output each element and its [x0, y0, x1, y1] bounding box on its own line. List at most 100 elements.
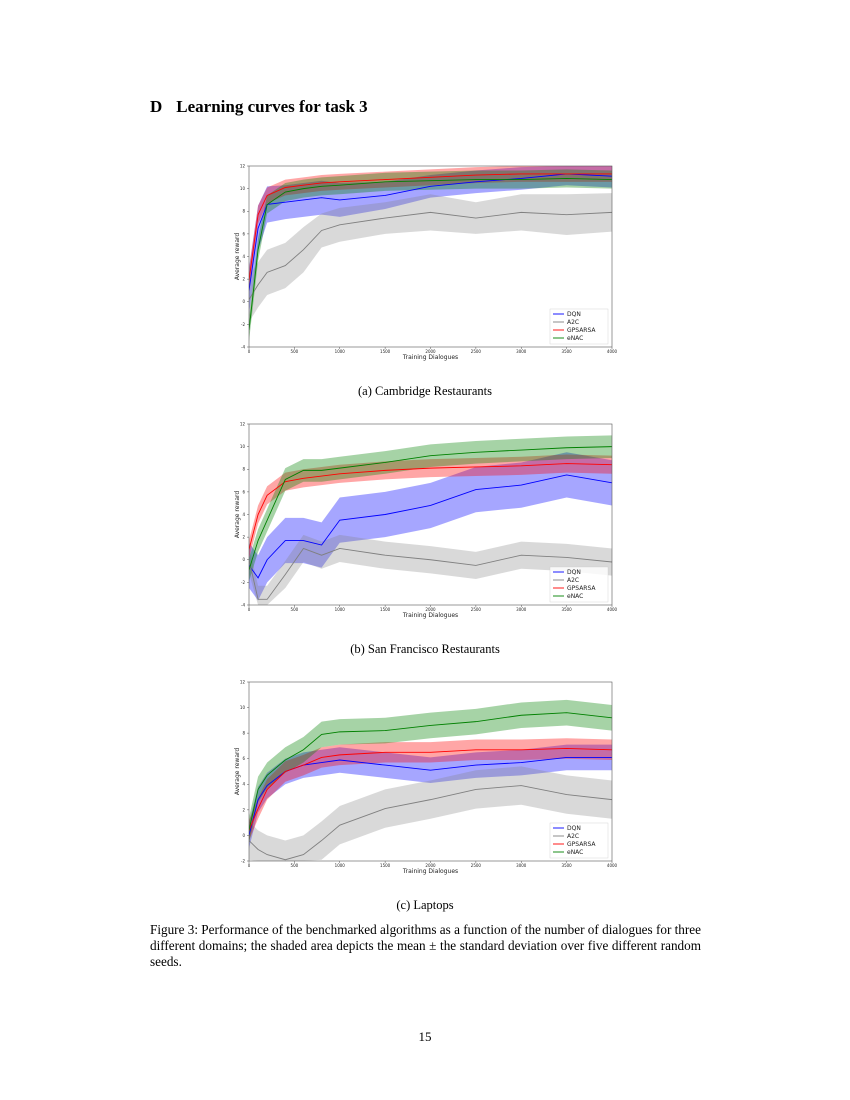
x-axis-label: Training Dialogues: [402, 354, 458, 361]
section-heading: D Learning curves for task 3: [150, 97, 382, 117]
y-axis-label: Average reward: [234, 233, 241, 281]
y-tick-label: -2: [241, 322, 245, 327]
std-band: [249, 452, 612, 601]
x-tick-label: 3500: [562, 863, 573, 868]
series-line: [249, 177, 612, 331]
x-tick-label: 2500: [471, 863, 482, 868]
y-tick-label: 2: [242, 535, 245, 540]
chart: -4 -2 0 2 4 6 8 10 12 0 500 1000 1500 2000 2500 3000 350…: [234, 421, 618, 656]
y-tick-label: 6: [242, 231, 245, 236]
x-tick-label: 1500: [380, 607, 391, 612]
y-axis-label: Average reward: [234, 491, 241, 539]
plot-area: [249, 699, 612, 861]
y-tick-label: 12: [240, 421, 246, 426]
y-tick-label: 6: [242, 489, 245, 494]
x-tick-label: 2000: [425, 863, 436, 868]
std-band: [249, 454, 612, 559]
series-line: [249, 446, 612, 571]
x-tick-label: 4000: [607, 863, 618, 868]
legend-label: A2C: [567, 833, 579, 840]
x-tick-label: 0: [248, 349, 251, 354]
y-tick-label: 10: [240, 186, 246, 191]
x-tick-label: 500: [291, 863, 299, 868]
y-tick-label: 10: [240, 444, 246, 449]
section-title: Learning curves for task 3: [176, 97, 368, 116]
legend-label: eNAC: [567, 593, 583, 600]
legend-label: GPSARSA: [567, 327, 596, 334]
y-axis-label: Average reward: [234, 748, 241, 796]
subfigure-caption: (a) Cambridge Restaurants: [358, 384, 492, 398]
x-tick-label: 500: [291, 349, 299, 354]
legend-label: A2C: [567, 319, 579, 326]
x-tick-label: 1000: [335, 607, 346, 612]
y-tick-label: 12: [240, 163, 246, 168]
series-line: [249, 712, 612, 831]
series-line: [249, 785, 612, 861]
section-number: D: [150, 97, 163, 116]
subfigure-caption: (b) San Francisco Restaurants: [350, 642, 500, 656]
series-line: [249, 474, 612, 579]
y-tick-label: 4: [242, 254, 245, 259]
series-line: [249, 173, 612, 281]
legend-label: GPSARSA: [567, 841, 596, 848]
y-tick-label: 0: [242, 557, 245, 562]
y-tick-label: 12: [240, 679, 246, 684]
y-tick-label: 4: [242, 782, 245, 787]
x-axis-label: Training Dialogues: [402, 868, 458, 875]
std-band: [249, 166, 612, 314]
y-tick-label: -2: [241, 580, 245, 585]
x-tick-label: 3000: [516, 863, 527, 868]
y-tick-label: 8: [242, 209, 245, 214]
std-band: [249, 744, 612, 849]
x-tick-label: 0: [248, 863, 251, 868]
plot-area: [249, 435, 612, 605]
x-tick-label: 3000: [516, 349, 527, 354]
legend-label: eNAC: [567, 849, 583, 856]
x-tick-label: 3000: [516, 607, 527, 612]
figure-caption: Figure 3: Performance of the benchmarked…: [150, 922, 701, 969]
series-line: [249, 211, 612, 300]
x-tick-label: 1000: [335, 863, 346, 868]
x-tick-label: 4000: [607, 607, 618, 612]
legend-label: DQN: [567, 825, 581, 832]
x-tick-label: 2000: [425, 349, 436, 354]
legend-label: DQN: [567, 311, 581, 318]
y-tick-label: 0: [242, 833, 245, 838]
y-tick-label: 6: [242, 756, 245, 761]
x-tick-label: 2500: [471, 349, 482, 354]
subfigure-caption: (c) Laptops: [396, 898, 453, 912]
y-tick-label: 8: [242, 731, 245, 736]
legend-label: GPSARSA: [567, 585, 596, 592]
y-tick-label: 8: [242, 467, 245, 472]
series-line: [249, 463, 612, 550]
legend-label: A2C: [567, 577, 579, 584]
y-tick-label: -4: [241, 602, 245, 607]
series-line: [249, 547, 612, 600]
std-band: [249, 738, 612, 841]
legend-label: DQN: [567, 569, 581, 576]
x-tick-label: 2500: [471, 607, 482, 612]
std-band: [249, 169, 612, 342]
legend-label: eNAC: [567, 335, 583, 342]
x-tick-label: 3500: [562, 349, 573, 354]
x-tick-label: 1500: [380, 863, 391, 868]
x-tick-label: 500: [291, 607, 299, 612]
y-tick-label: -4: [241, 344, 245, 349]
series-line: [249, 756, 612, 836]
y-tick-label: 2: [242, 277, 245, 282]
x-tick-label: 3500: [562, 607, 573, 612]
x-tick-label: 1000: [335, 349, 346, 354]
y-tick-label: 2: [242, 807, 245, 812]
page-number: 15: [418, 1029, 432, 1044]
y-tick-label: -2: [241, 858, 245, 863]
y-tick-label: 10: [240, 705, 246, 710]
x-tick-label: 1500: [380, 349, 391, 354]
std-band: [249, 435, 612, 582]
x-axis-label: Training Dialogues: [402, 612, 458, 619]
y-tick-label: 0: [242, 299, 245, 304]
std-band: [249, 534, 612, 605]
series-line: [249, 748, 612, 831]
plot-area: [249, 166, 612, 342]
